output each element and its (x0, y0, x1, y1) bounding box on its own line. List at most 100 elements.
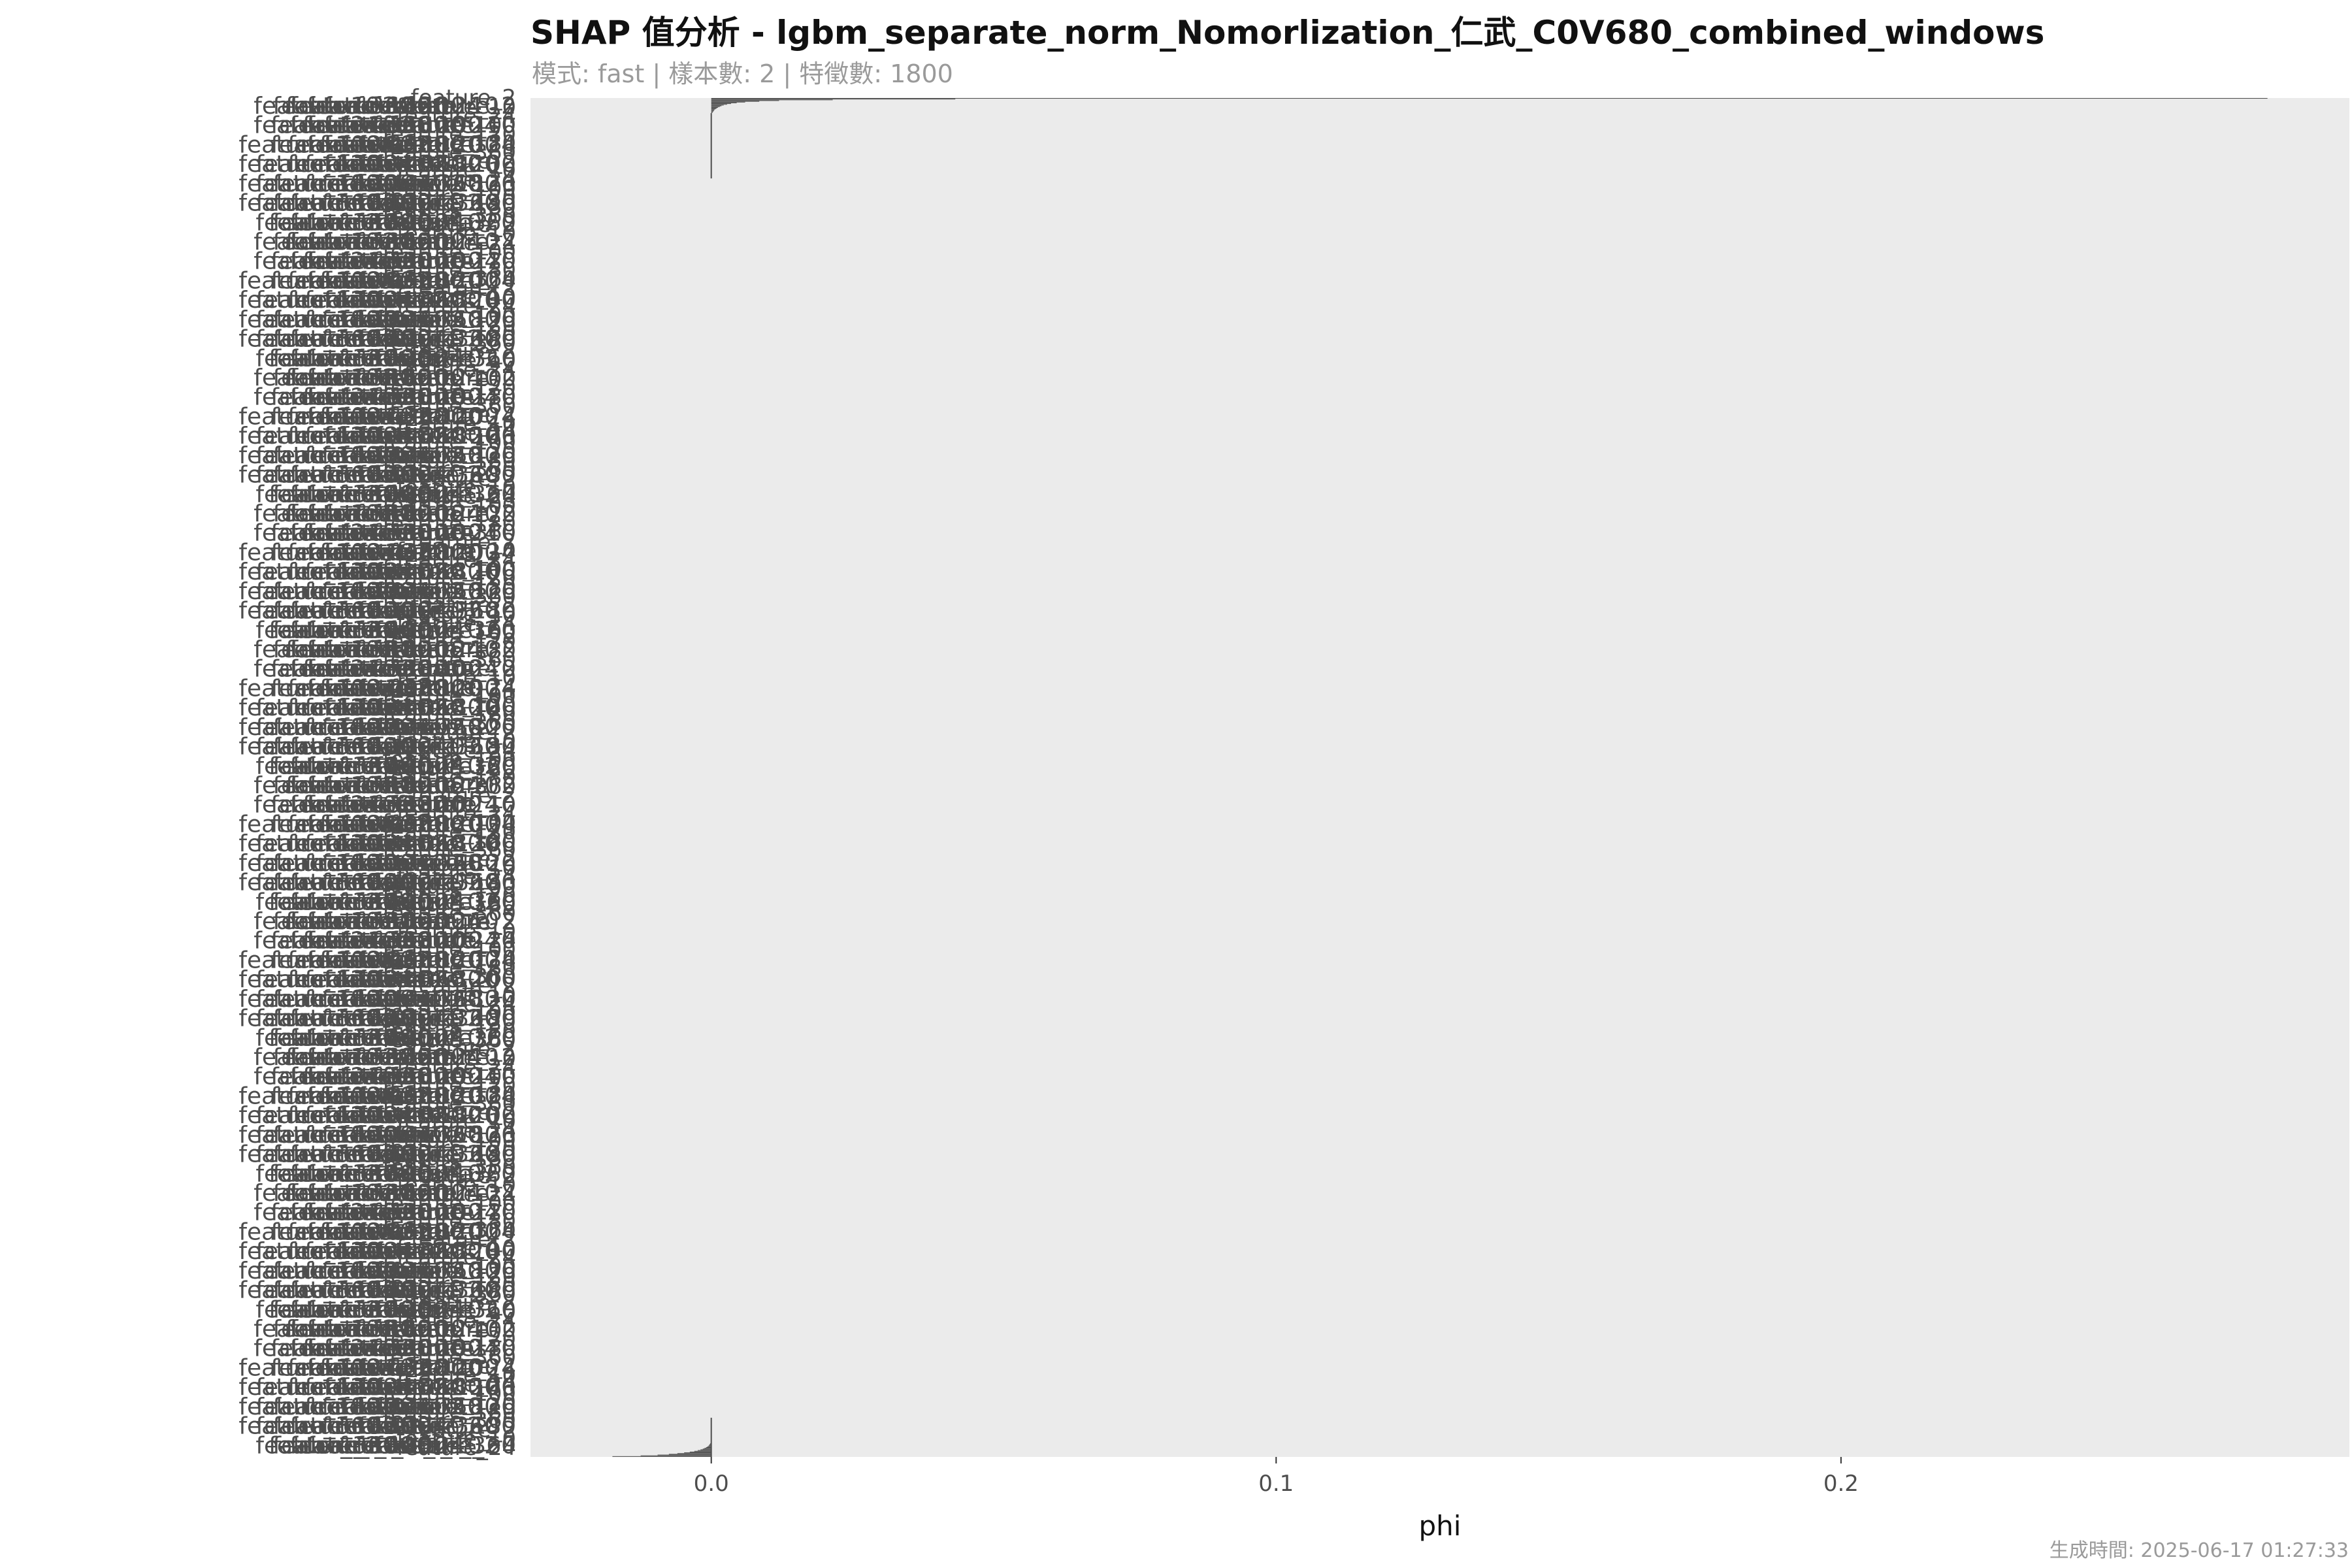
y-tick-label: feature_180 (382, 1209, 516, 1235)
y-tick-label: feature_10 (338, 1413, 465, 1440)
y-tick-label: feature_24 (355, 500, 482, 527)
y-tick-label: feature_2 (411, 1353, 516, 1379)
y-tick-label: feature_120 (323, 112, 465, 139)
y-tick-label: feature_360 (272, 772, 414, 799)
y-tick-label: feature_120 (272, 598, 414, 625)
y-tick-label: feature_10 (397, 982, 516, 1008)
y-tick-label: feature_360 (323, 694, 465, 721)
y-tick-label: feature_24 (355, 365, 482, 391)
y-tick-label: feature_10 (338, 1277, 465, 1304)
y-tick-label: feature_2 (370, 734, 482, 760)
y-tick-label: feature_360 (306, 675, 448, 702)
y-tick-label: feature_120 (306, 229, 448, 255)
y-tick-label: feature_2 (319, 1083, 431, 1109)
y-tick-label: feature_100 (289, 1277, 431, 1304)
y-tick-label: feature_360 (255, 345, 397, 372)
bar-top-0 (711, 98, 2268, 99)
y-tick-label: feature_2 (411, 719, 516, 745)
y-tick-label: feature_100 (255, 151, 397, 178)
y-tick-label: feature_180 (382, 511, 516, 537)
y-tick-label: feature_180 (382, 828, 516, 854)
y-tick-label: feature_10 (389, 1200, 516, 1226)
y-tick-label: feature_10 (287, 1218, 414, 1245)
y-tick-label: feature_24 (270, 811, 397, 838)
y-tick-label: feature_100 (289, 1005, 431, 1032)
y-tick-label: feature_100 (289, 870, 431, 896)
y-tick-label: feature_10 (397, 792, 516, 818)
y-tick-label: feature_2 (302, 656, 414, 683)
y-tick-label: feature_24 (397, 991, 516, 1017)
y-tick-label: feature_100 (323, 1044, 465, 1071)
y-tick-label: feature_180 (306, 1335, 448, 1362)
y-tick-label: feature_24 (287, 559, 414, 585)
y-tick-label: feature_100 (272, 1122, 414, 1149)
y-tick-label: feature_100 (382, 746, 516, 772)
y-tick-label: feature_360 (289, 656, 431, 683)
y-tick-label: feature_180 (382, 1335, 516, 1362)
y-tick-label: feature_10 (321, 306, 448, 333)
y-tick-label: feature_100 (272, 986, 414, 1013)
y-tick-label: feature_10 (397, 1235, 516, 1262)
y-tick-label: feature_180 (323, 947, 465, 973)
y-tick-label: feature_100 (357, 539, 499, 566)
y-tick-label: feature_10 (397, 919, 516, 945)
y-tick-label: feature_24 (270, 267, 397, 294)
y-tick-label: feature_24 (338, 889, 465, 915)
y-tick-label: feature_10 (304, 559, 431, 585)
y-tick-label: feature_360 (382, 774, 516, 800)
y-tick-label: feature_24 (304, 714, 431, 741)
x-axis: 0.0 0.1 0.2 (694, 1457, 1859, 1497)
y-tick-label: feature_360 (272, 1180, 414, 1207)
y-tick-label: feature_2 (336, 1238, 448, 1265)
y-tick-label: feature_360 (306, 267, 448, 294)
y-tick-label: feature_360 (306, 1218, 448, 1245)
y-tick-label: feature_360 (306, 947, 448, 973)
y-tick-label: feature_2 (370, 1005, 482, 1032)
y-tick-label: feature_180 (382, 321, 516, 347)
y-tick-label: feature_100 (340, 928, 482, 955)
chart-title: SHAP 值分析 - lgbm_separate_norm_Nomorlizat… (531, 14, 2045, 52)
y-tick-label: feature_120 (255, 171, 397, 197)
y-tick-label: feature_10 (338, 326, 465, 353)
y-tick-label: feature_180 (289, 365, 431, 391)
y-tick-label: feature_2 (411, 148, 516, 174)
bar-bottom-4 (677, 1453, 711, 1454)
y-tick-label: feature_24 (389, 947, 516, 973)
y-tick-label: feature_2 (302, 248, 414, 275)
y-tick-label: feature_24 (397, 483, 516, 510)
y-tick-label: feature_2 (404, 636, 516, 663)
y-tick-label: feature_24 (397, 230, 516, 256)
y-tick-label: feature_360 (374, 345, 516, 372)
y-tick-label: feature_180 (306, 248, 448, 275)
y-tick-label: feature_180 (382, 193, 516, 220)
y-tick-label: feature_24 (338, 753, 465, 779)
y-tick-label: feature_180 (323, 811, 465, 838)
bar-top-3 (711, 100, 779, 101)
y-tick-label: feature_100 (323, 365, 465, 391)
y-tick-label: feature_360 (374, 1160, 516, 1187)
y-tick-label: feature_100 (340, 656, 482, 683)
y-tick-label: feature_180 (272, 753, 414, 779)
y-tick-label: feature_360 (272, 1316, 414, 1343)
y-tick-label: feature_180 (382, 891, 516, 917)
y-tick-label: feature_120 (357, 966, 499, 993)
y-tick-label: feature_100 (374, 1102, 516, 1129)
y-tick-label: feature_360 (382, 1217, 516, 1243)
y-tick-label: feature_180 (306, 1064, 448, 1090)
y-tick-label: feature_24 (372, 928, 499, 955)
y-tick-label: feature_2 (370, 1413, 482, 1440)
y-tick-label: feature_360 (340, 442, 482, 469)
y-tick-label: feature_120 (306, 93, 448, 120)
y-tick-label: feature_24 (287, 1374, 414, 1401)
y-tick-label: feature_10 (338, 870, 465, 896)
y-tick-label: feature_360 (255, 889, 397, 915)
y-tick-label: feature_2 (353, 1394, 465, 1420)
y-tick-label: feature_120 (289, 481, 431, 508)
y-tick-label: feature_100 (289, 1413, 431, 1440)
y-tick-label: feature_120 (382, 248, 516, 274)
y-tick-label: feature_100 (382, 809, 516, 836)
y-tick-label: feature_24 (338, 345, 465, 372)
y-tick-label: feature_120 (357, 694, 499, 721)
y-tick-label: feature_180 (255, 598, 397, 625)
y-tick-label: feature_180 (382, 1272, 516, 1298)
